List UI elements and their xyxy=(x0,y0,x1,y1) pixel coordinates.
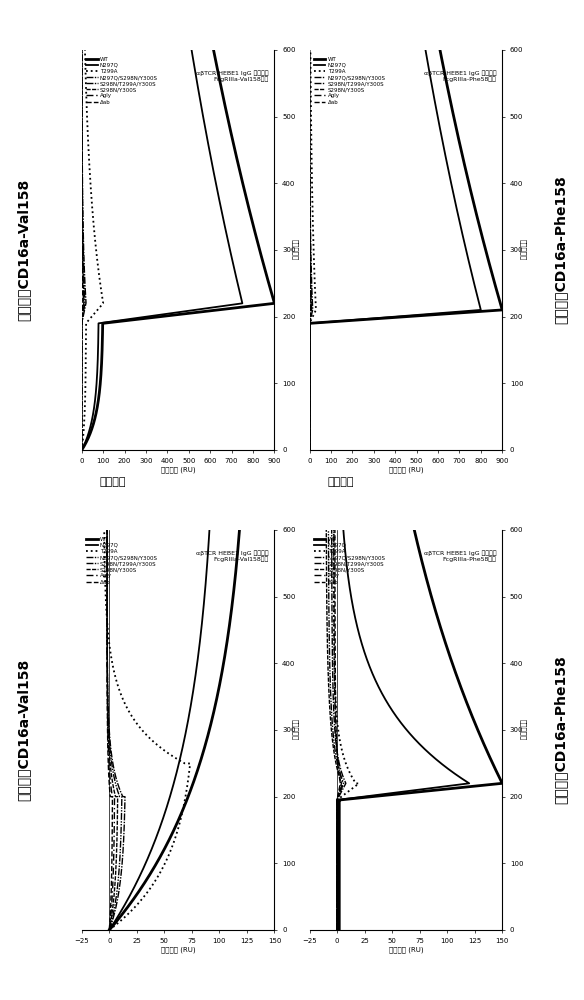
Legend: WT, N297Q, T299A, N297Q/S298N/Y300S, S298N/T299A/Y300S, S298N/Y300S, Agly, Δab: WT, N297Q, T299A, N297Q/S298N/Y300S, S29… xyxy=(314,537,385,585)
X-axis label: 相对响应 (RU): 相对响应 (RU) xyxy=(161,466,196,473)
Y-axis label: 时间（秒）: 时间（秒） xyxy=(292,239,298,261)
Text: αβTCR HEBE1 IgG 变体的人
FcgRIIIa-Val158结合: αβTCR HEBE1 IgG 变体的人 FcgRIIIa-Val158结合 xyxy=(196,550,269,562)
Text: 全尺度：CD16a-Val158: 全尺度：CD16a-Val158 xyxy=(16,179,30,321)
X-axis label: 相对响应 (RU): 相对响应 (RU) xyxy=(161,946,196,953)
X-axis label: 相对响应 (RU): 相对响应 (RU) xyxy=(388,946,423,953)
Y-axis label: 时间（秒）: 时间（秒） xyxy=(520,719,526,741)
Text: αβTCR HEBE1 IgG 变体的人
FcgRIIIa-Val158结合: αβTCR HEBE1 IgG 变体的人 FcgRIIIa-Val158结合 xyxy=(196,70,269,82)
Text: αβTCR HEBE1 IgG 变体的人
FcgRIIIa-Phe58结合: αβTCR HEBE1 IgG 变体的人 FcgRIIIa-Phe58结合 xyxy=(424,70,496,82)
Text: αβTCR HEBE1 IgG 变体的人
FcgRIIIa-Phe58结合: αβTCR HEBE1 IgG 变体的人 FcgRIIIa-Phe58结合 xyxy=(424,550,496,562)
Text: 全尺度：CD16a-Phe158: 全尺度：CD16a-Phe158 xyxy=(554,656,568,804)
Legend: WT, N297Q, T299A, N297Q/S298N/Y300S, S298N/T299A/Y300S, S298N/Y300S, Agly, Δab: WT, N297Q, T299A, N297Q/S298N/Y300S, S29… xyxy=(86,537,158,585)
Text: 放大的：: 放大的： xyxy=(327,477,353,487)
Text: 放大的：: 放大的： xyxy=(99,477,126,487)
Y-axis label: 时间（秒）: 时间（秒） xyxy=(292,719,298,741)
Legend: WT, N297Q, T299A, N297Q/S298N/Y300S, S298N/T299A/Y300S, S298N/Y300S, Agly, Δab: WT, N297Q, T299A, N297Q/S298N/Y300S, S29… xyxy=(86,57,158,105)
Text: 全尺度：CD16a-Phe158: 全尺度：CD16a-Phe158 xyxy=(554,176,568,324)
X-axis label: 相对响应 (RU): 相对响应 (RU) xyxy=(388,466,423,473)
Text: 全尺度：CD16a-Val158: 全尺度：CD16a-Val158 xyxy=(16,659,30,801)
Legend: WT, N297Q, T299A, N297Q/S298N/Y300S, S298N/T299A/Y300S, S298N/Y300S, Agly, Δab: WT, N297Q, T299A, N297Q/S298N/Y300S, S29… xyxy=(314,57,385,105)
Y-axis label: 时间（秒）: 时间（秒） xyxy=(520,239,526,261)
